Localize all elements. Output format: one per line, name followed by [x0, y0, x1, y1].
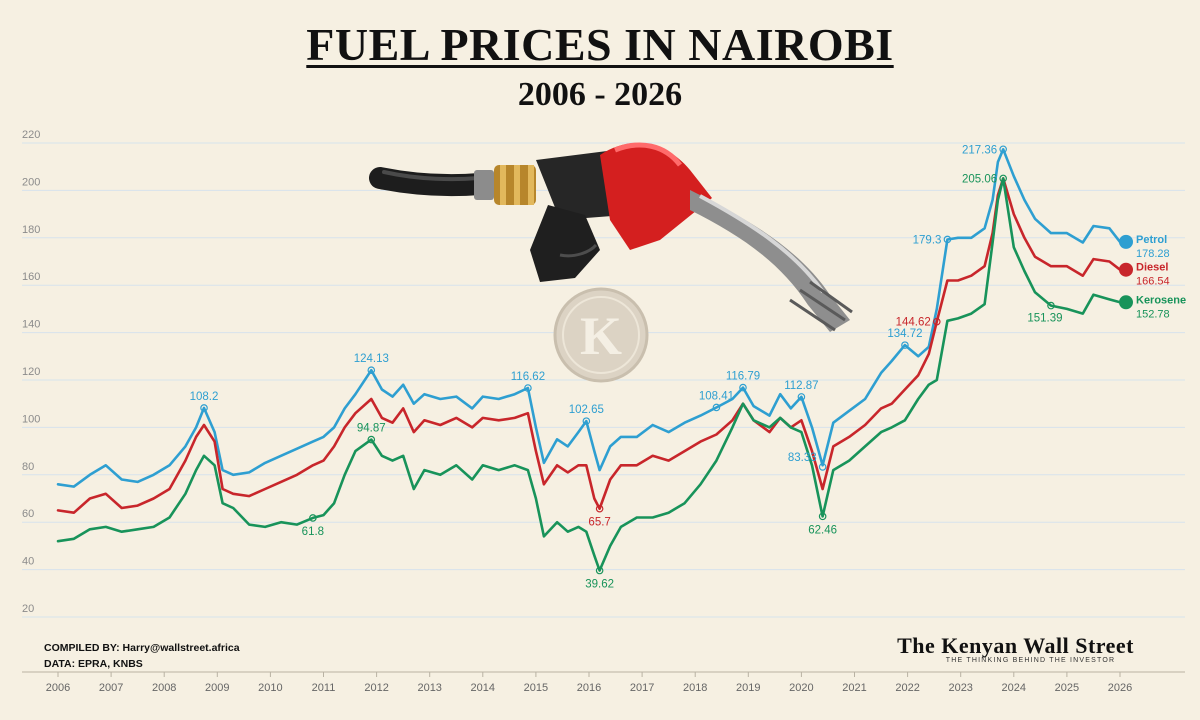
brand-name: The Kenyan Wall Street: [897, 633, 1134, 658]
legend-series-name: Petrol: [1136, 234, 1167, 246]
series-line-kerosene: [56, 177, 1122, 572]
y-tick-label: 100: [22, 413, 40, 425]
x-tick-label: 2015: [524, 682, 548, 694]
data-label: 151.39: [1027, 313, 1062, 325]
legend: Petrol 178.28 Diesel 166.54 Kerosene 152.78: [1119, 234, 1186, 320]
x-tick-label: 2022: [895, 682, 919, 694]
data-point-marker: [739, 383, 747, 392]
x-tick-label: 2014: [471, 682, 495, 694]
y-tick-label: 180: [22, 224, 40, 236]
legend-end-value: 178.28: [1136, 248, 1170, 260]
x-tick-label: 2010: [258, 682, 282, 694]
data-point-marker: [818, 463, 827, 471]
data-point-marker: [712, 403, 721, 412]
data-label: 102.65: [569, 404, 604, 416]
y-tick-label: 120: [22, 366, 40, 378]
brand-logo: The Kenyan Wall Street THE THINKING BEHI…: [897, 633, 1134, 664]
x-tick-label: 2023: [948, 682, 972, 694]
x-tick-label: 2007: [99, 682, 123, 694]
data-label: 108.41: [699, 390, 734, 402]
y-tick-label: 220: [22, 129, 40, 141]
x-tick-label: 2018: [683, 682, 707, 694]
data-label: 217.36: [962, 144, 997, 156]
chart-subtitle: 2006 - 2026: [517, 76, 683, 113]
data-label: 61.8: [302, 526, 324, 538]
y-tick-label: 60: [22, 508, 34, 520]
chart-title: FUEL PRICES IN NAIROBI: [306, 19, 894, 70]
series: [56, 148, 1122, 572]
data-point-marker: [367, 435, 376, 444]
data-label: 179.3: [913, 234, 942, 246]
data-point-marker: [309, 514, 317, 522]
data-point-marker: [797, 393, 806, 401]
data-source: DATA: EPRA, KNBS: [44, 658, 143, 670]
data-label: 116.62: [511, 371, 545, 383]
credits: COMPILED BY: Harry@wallstreet.africa DAT…: [44, 640, 240, 672]
legend-end-value: 152.78: [1136, 308, 1170, 320]
y-tick-label: 20: [22, 603, 34, 615]
data-point-marker: [524, 384, 532, 392]
data-label: 205.06: [962, 173, 997, 185]
y-tick-label: 200: [22, 176, 40, 188]
x-tick-label: 2009: [205, 682, 229, 694]
brand-watermark-icon: K: [553, 287, 649, 383]
x-tick-label: 2026: [1108, 682, 1132, 694]
x-tick-label: 2011: [312, 682, 336, 694]
x-tick-label: 2017: [630, 682, 654, 694]
data-point-marker: [999, 145, 1007, 154]
y-tick-label: 140: [22, 319, 40, 331]
x-tick-label: 2024: [1002, 682, 1026, 694]
data-label: 116.79: [726, 371, 760, 383]
data-point-marker: [200, 404, 208, 412]
legend-series-name: Diesel: [1136, 262, 1168, 274]
fuel-nozzle-icon: [369, 142, 853, 332]
legend-end-value: 166.54: [1136, 276, 1170, 288]
y-tick-label: 80: [22, 461, 34, 473]
x-tick-label: 2012: [364, 682, 388, 694]
x-tick-label: 2013: [417, 682, 441, 694]
data-point-marker: [999, 174, 1007, 183]
data-point-marker: [943, 235, 952, 244]
data-point-marker: [901, 341, 909, 349]
brand-tagline: THE THINKING BEHIND THE INVESTOR: [945, 657, 1116, 664]
data-label: 83.33: [788, 452, 817, 464]
data-point-marker: [582, 417, 591, 425]
y-tick-label: 160: [22, 271, 40, 283]
data-label: 39.62: [585, 579, 614, 591]
data-label: 144.62: [896, 317, 931, 329]
y-tick-label: 40: [22, 556, 34, 568]
legend-marker-petrol: [1119, 234, 1133, 249]
data-point-marker: [1047, 301, 1055, 310]
x-tick-label: 2020: [789, 682, 813, 694]
x-tick-label: 2021: [842, 682, 866, 694]
data-label: 112.87: [784, 380, 818, 392]
legend-series-name: Kerosene: [1136, 294, 1186, 306]
x-tick-label: 2019: [736, 682, 760, 694]
data-label: 108.2: [190, 391, 219, 403]
axis: 20 40 60 80 100 120 140 160 180 200 220 2006 2007 200…: [22, 129, 1185, 694]
data-labels: 108.2 124.13 116.62 102.65 108.41 116.79 112.8…: [190, 144, 1063, 590]
data-label: 94.87: [357, 423, 386, 435]
data-label: 65.7: [588, 517, 610, 529]
x-tick-label: 2025: [1055, 682, 1079, 694]
compiled-by: COMPILED BY: Harry@wallstreet.africa: [44, 642, 240, 654]
legend-marker-kerosene: [1119, 295, 1133, 310]
data-point-marker: [933, 317, 941, 326]
series-line-diesel: [56, 177, 1122, 514]
x-tick-label: 2008: [152, 682, 176, 694]
data-point-marker: [595, 566, 604, 575]
data-label: 62.46: [808, 524, 837, 536]
watermark-letter: K: [580, 306, 622, 366]
data-point-marker: [595, 504, 604, 513]
data-label: 134.72: [887, 328, 922, 340]
series-line-petrol: [56, 148, 1122, 488]
data-label: 124.13: [354, 353, 389, 365]
x-tick-label: 2016: [577, 682, 601, 694]
legend-marker-diesel: [1119, 262, 1133, 277]
x-tick-label: 2006: [46, 682, 70, 694]
data-point-marker: [367, 366, 376, 375]
data-point-marker: [818, 512, 827, 521]
